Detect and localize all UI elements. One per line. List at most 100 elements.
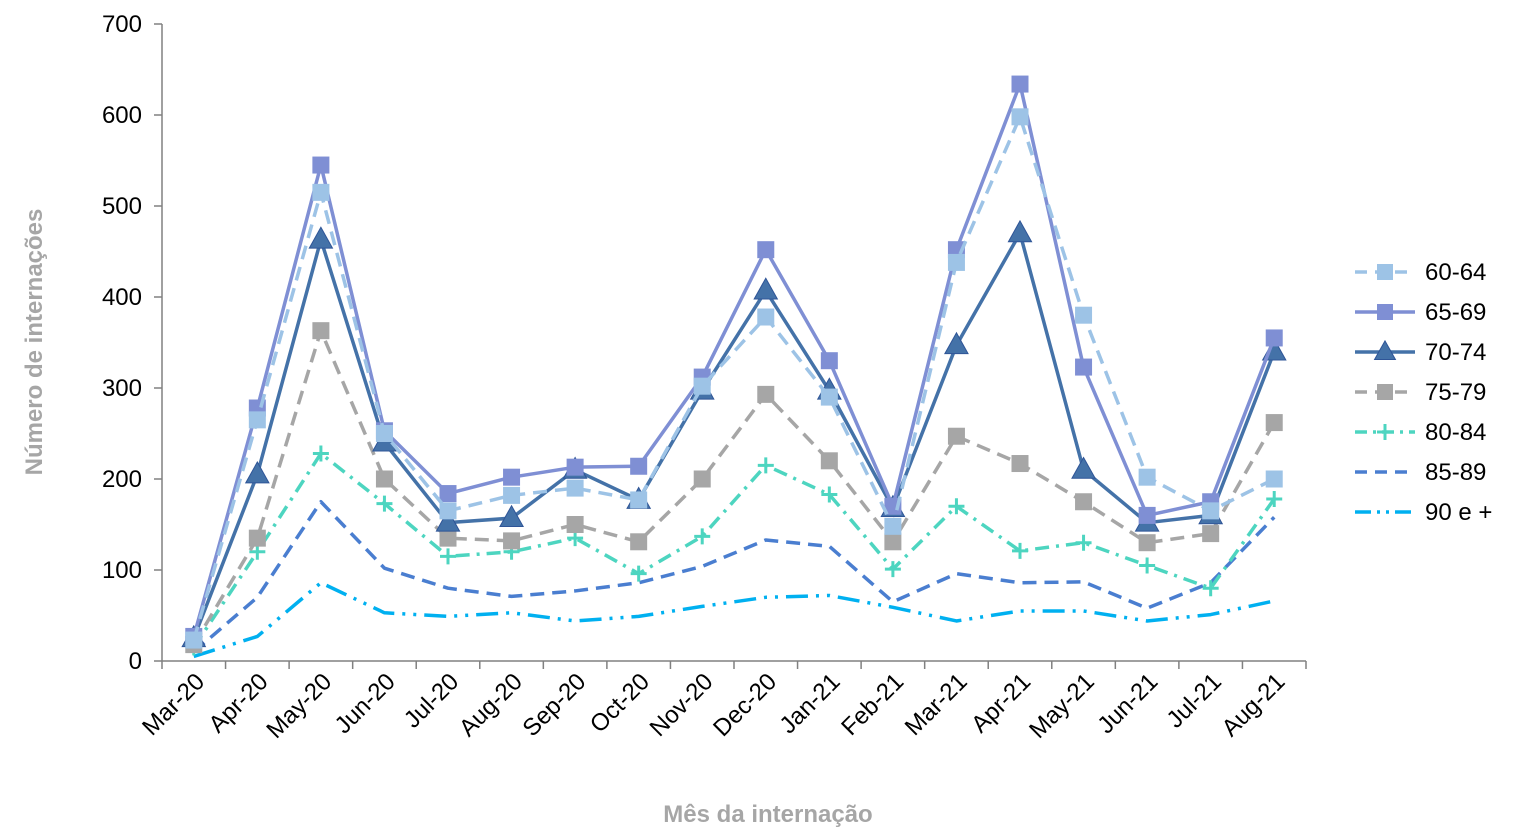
legend-marker	[1373, 339, 1397, 361]
legend: 60-64 65-69 70-74 75-79 80-84 85-89 90 e +	[1355, 259, 1492, 526]
x-tick-label: May-21	[1024, 668, 1100, 744]
data-point	[308, 226, 334, 249]
data-point	[376, 495, 393, 512]
data-point	[185, 631, 203, 649]
data-point	[821, 486, 838, 503]
y-tick-label: 200	[102, 466, 142, 493]
legend-label: 70-74	[1425, 339, 1486, 366]
data-point	[820, 352, 838, 370]
data-point	[1075, 534, 1092, 551]
data-point	[884, 561, 901, 578]
data-point	[244, 461, 270, 484]
data-point	[630, 533, 648, 551]
legend-marker	[1377, 264, 1393, 280]
x-tick-label: Dec-20	[708, 668, 782, 742]
x-tick-label: Mar-21	[900, 668, 973, 741]
data-point	[435, 509, 461, 532]
legend-item: 85-89	[1355, 459, 1486, 486]
legend-item: 75-79	[1355, 379, 1486, 406]
data-point	[943, 331, 969, 355]
data-point	[757, 385, 775, 403]
data-point	[312, 156, 330, 174]
series-line	[193, 580, 1275, 659]
data-point	[439, 485, 457, 503]
data-point	[440, 548, 456, 565]
data-point	[1012, 542, 1028, 559]
x-tick-label: Aug-20	[454, 668, 528, 742]
legend-label: 75-79	[1425, 379, 1486, 406]
data-point	[1138, 506, 1156, 524]
data-point	[1202, 580, 1219, 597]
legend-label: 85-89	[1425, 459, 1486, 486]
series-90-e-	[193, 580, 1275, 659]
data-point	[503, 532, 521, 550]
y-tick-label: 700	[102, 11, 142, 38]
y-tick-label: 300	[102, 375, 142, 402]
data-point	[948, 498, 965, 515]
legend-item: 65-69	[1355, 299, 1486, 326]
data-point	[1266, 491, 1283, 508]
data-point	[566, 458, 584, 476]
data-point	[820, 452, 838, 470]
data-point	[1202, 502, 1220, 520]
data-point	[884, 533, 902, 551]
legend-marker	[1377, 424, 1393, 440]
y-tick-label: 600	[102, 102, 142, 129]
data-point	[1265, 414, 1283, 432]
data-point	[757, 241, 775, 259]
y-tick-label: 400	[102, 284, 142, 311]
x-tick-label: Nov-20	[645, 668, 719, 742]
data-point	[1011, 108, 1029, 126]
legend-marker	[1377, 304, 1393, 320]
series-layer	[181, 75, 1287, 659]
x-tick-label: Jan-21	[775, 668, 846, 739]
data-point	[375, 425, 393, 442]
data-point	[757, 457, 774, 474]
data-point	[1139, 557, 1156, 574]
legend-label: 90 e +	[1425, 499, 1492, 526]
data-point	[693, 377, 711, 395]
data-point	[503, 468, 521, 486]
data-point	[375, 470, 393, 488]
data-point	[1265, 470, 1283, 488]
data-point	[630, 491, 648, 509]
data-point	[1011, 455, 1029, 473]
data-point	[630, 565, 647, 582]
series-85-89	[192, 500, 1276, 654]
data-point	[1071, 456, 1097, 479]
legend-item: 70-74	[1355, 339, 1486, 366]
data-point	[820, 388, 838, 406]
data-point	[503, 486, 521, 504]
data-point	[694, 528, 711, 545]
series-65-69	[185, 75, 1283, 645]
data-point	[757, 308, 775, 326]
x-tick-label: Feb-21	[836, 668, 909, 741]
legend-marker	[1377, 384, 1393, 400]
x-tick-label: Jun-20	[330, 668, 401, 739]
series-line	[192, 451, 1276, 649]
x-axis: Mar-20Apr-20May-20Jun-20Jul-20Aug-20Sep-…	[137, 660, 1307, 744]
y-axis: 0 100 200 300 400 500 600 700	[102, 11, 163, 675]
data-point	[312, 322, 330, 340]
data-point	[947, 427, 965, 445]
y-axis-title: Número de internações	[21, 209, 48, 476]
data-point	[753, 277, 779, 300]
legend-label: 60-64	[1425, 259, 1486, 286]
y-tick-label: 100	[102, 557, 142, 584]
series-line	[192, 328, 1276, 646]
data-point	[499, 504, 525, 528]
data-point	[566, 516, 584, 533]
data-point	[312, 445, 329, 462]
data-point	[439, 502, 457, 520]
legend-item: 60-64	[1355, 259, 1486, 286]
x-tick-label: Mar-20	[137, 668, 210, 741]
data-point	[1138, 534, 1156, 552]
x-tick-label: May-20	[261, 668, 337, 744]
data-point	[439, 529, 457, 547]
data-point	[1075, 358, 1093, 376]
data-point	[1265, 329, 1283, 347]
x-axis-title: Mês da internação	[663, 801, 872, 828]
data-point	[1011, 75, 1029, 93]
data-point	[884, 517, 902, 535]
data-point	[1007, 219, 1033, 243]
